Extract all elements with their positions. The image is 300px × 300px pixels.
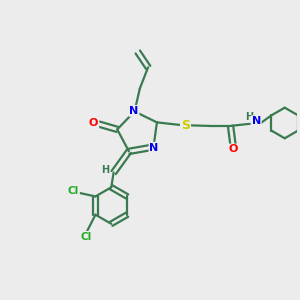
Text: N: N	[149, 142, 159, 153]
Text: O: O	[229, 145, 238, 154]
Text: N: N	[129, 106, 139, 116]
Text: N: N	[251, 116, 261, 126]
Text: H: H	[245, 112, 253, 122]
Text: S: S	[181, 119, 190, 132]
Text: Cl: Cl	[80, 232, 92, 242]
Text: O: O	[89, 118, 98, 128]
Text: H: H	[101, 165, 110, 175]
Text: Cl: Cl	[68, 186, 79, 197]
